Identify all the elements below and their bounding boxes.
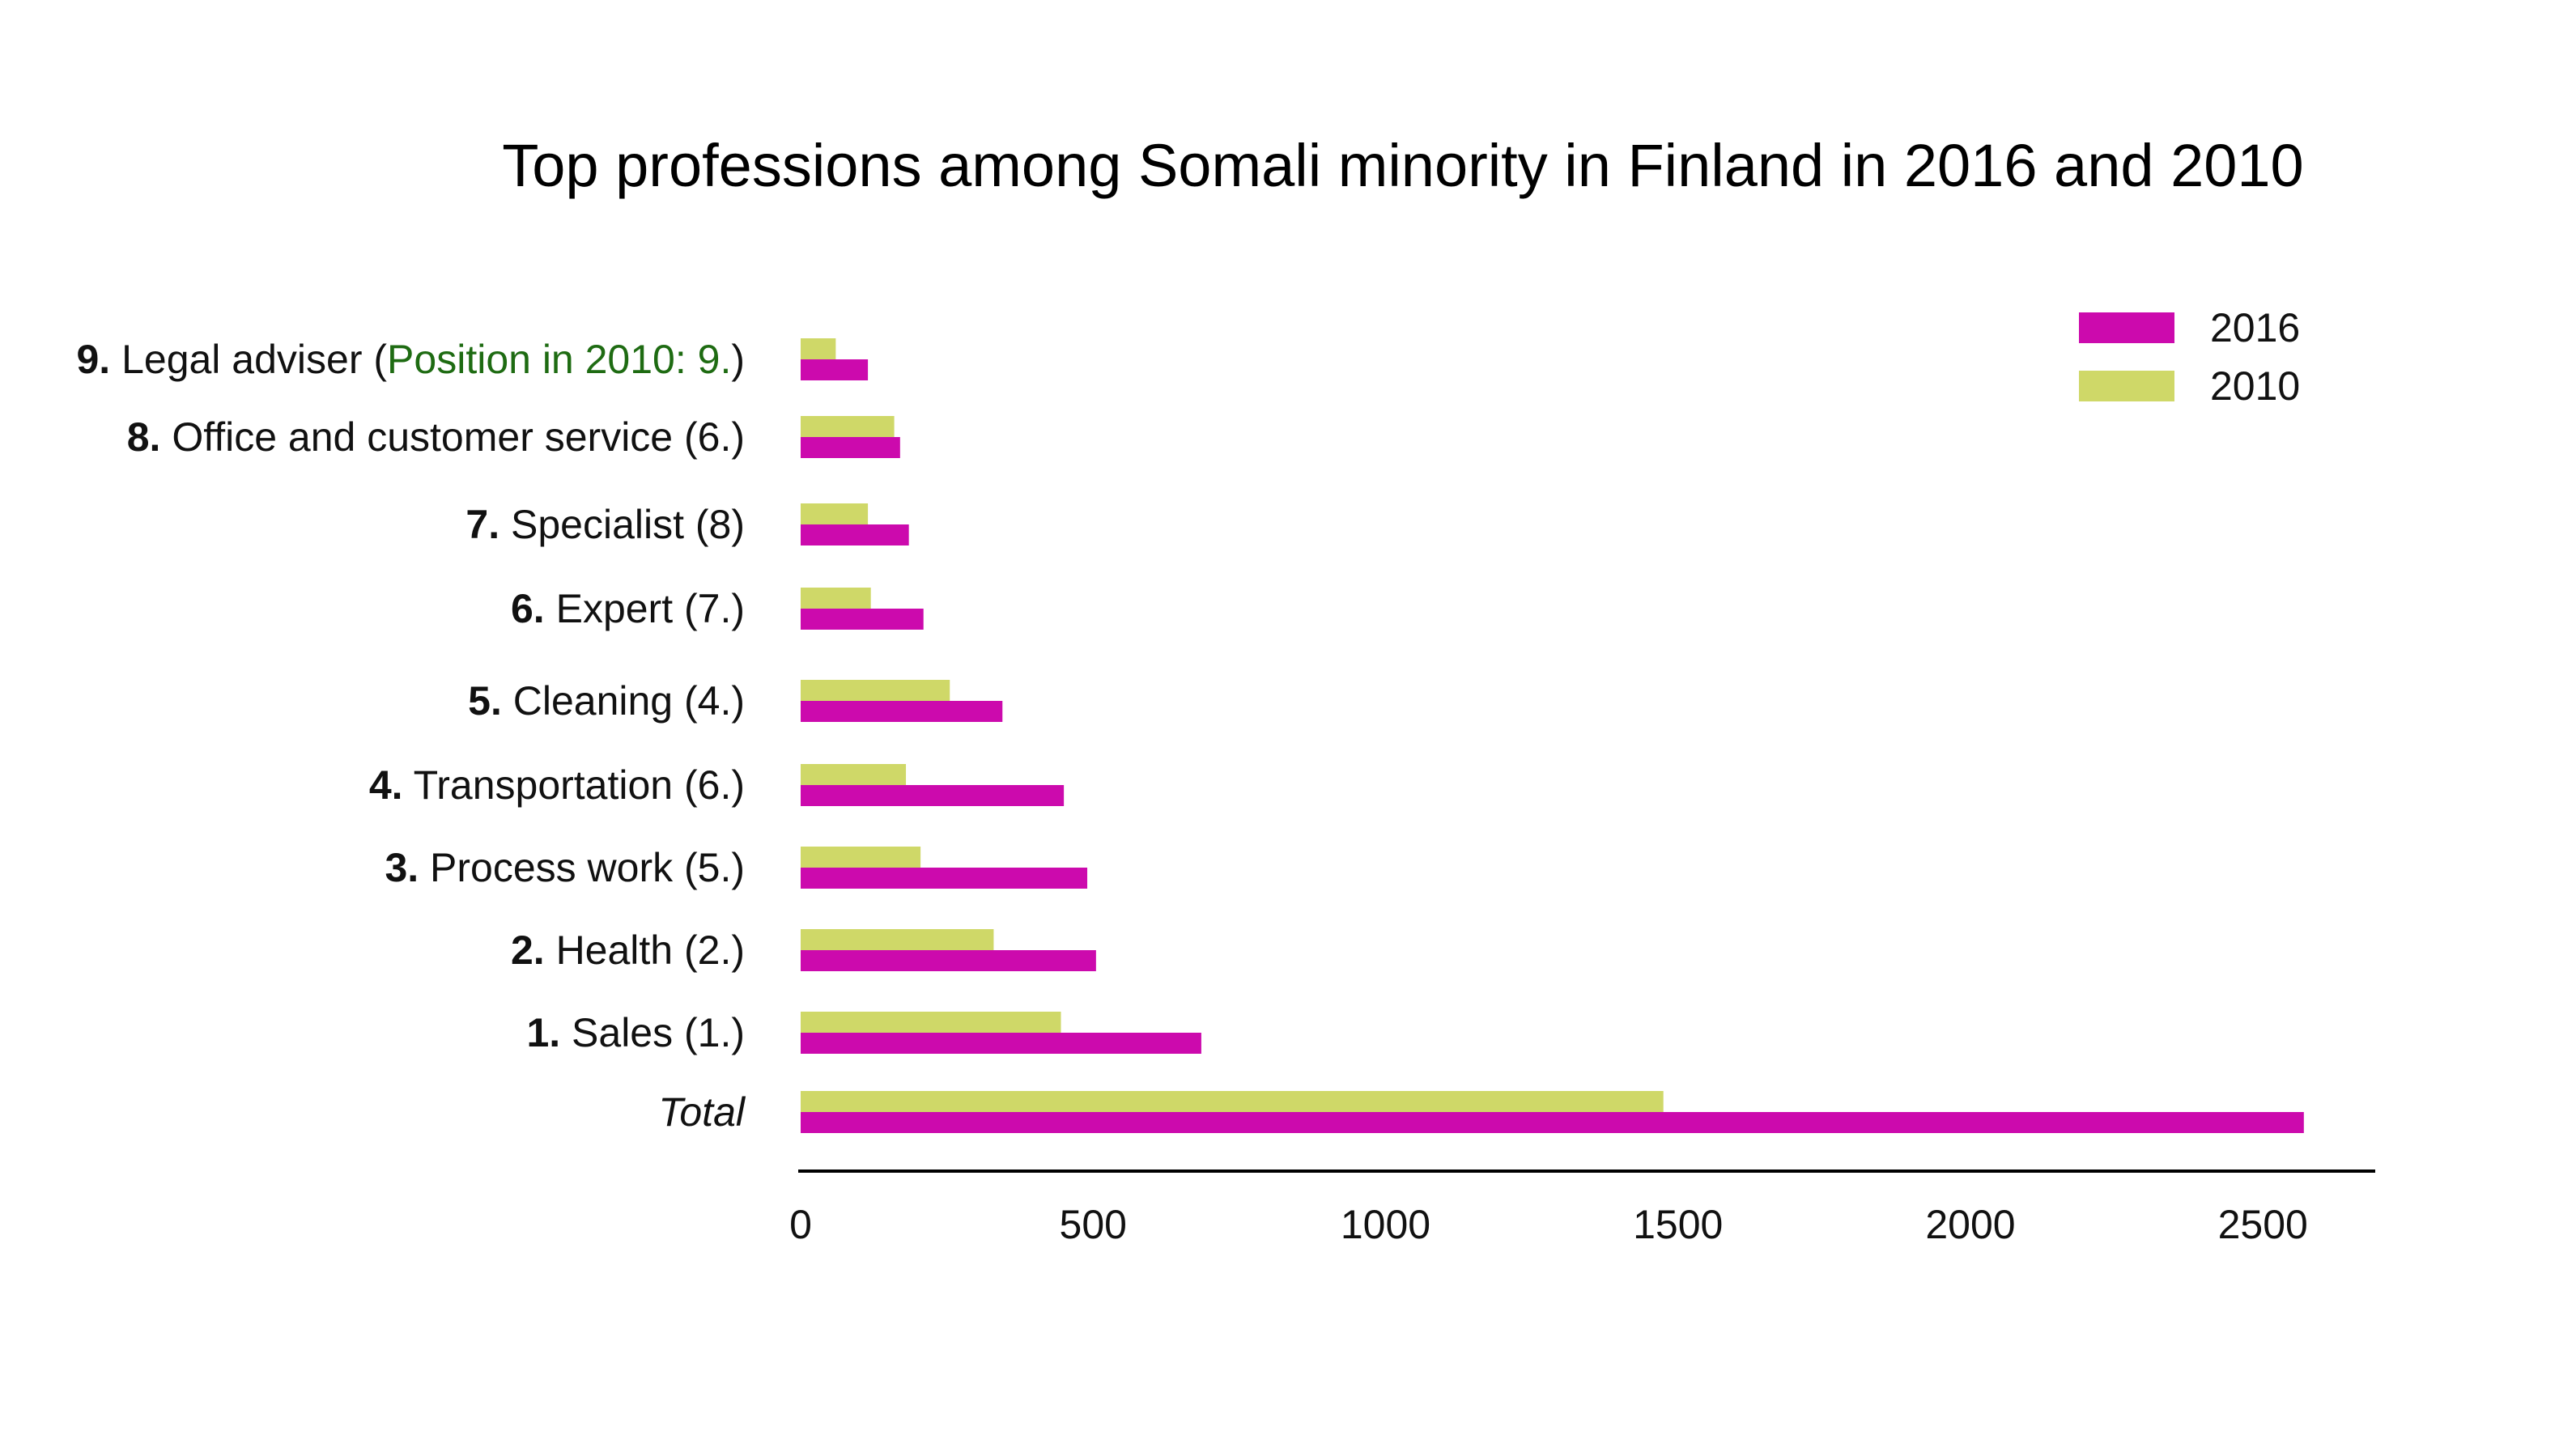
legend-swatch-2010: [2079, 371, 2174, 401]
bar-2016-4: [801, 609, 924, 630]
category-name: Office and customer service (6.): [160, 414, 745, 460]
chart-title: Top professions among Somali minority in…: [502, 132, 2303, 199]
category-rank: 8.: [127, 414, 161, 460]
legend-label-2016: 2016: [2210, 305, 2300, 350]
x-tick-label-1500: 1500: [1633, 1202, 1723, 1247]
category-rank: 1.: [526, 1010, 560, 1055]
category-name: Cleaning (4.): [502, 678, 745, 724]
category-name: Sales (1.): [560, 1010, 745, 1055]
legend-swatch-2016: [2079, 312, 2174, 343]
category-name: Total: [658, 1089, 746, 1135]
category-label-1: 9. Legal adviser (Position in 2010: 9.): [76, 337, 745, 382]
bar-2010-3: [801, 503, 869, 524]
category-label-10: Total: [658, 1089, 746, 1135]
bar-2010-8: [801, 929, 994, 950]
bar-2016-8: [801, 950, 1096, 971]
bars-layer: [801, 338, 2304, 1133]
category-name: Process work (5.): [419, 845, 745, 890]
category-rank: 3.: [385, 845, 419, 890]
category-rank: 7.: [465, 502, 499, 547]
category-label-9: 1. Sales (1.): [526, 1010, 745, 1055]
category-name: Legal adviser (: [110, 337, 387, 382]
category-name: Health (2.): [545, 928, 745, 973]
bar-2016-9: [801, 1033, 1201, 1054]
category-rank: 2.: [511, 928, 545, 973]
bar-2016-2: [801, 437, 900, 458]
category-rank: 9.: [76, 337, 110, 382]
category-rank: 5.: [468, 678, 502, 724]
bar-2016-6: [801, 785, 1065, 806]
bar-2016-1: [801, 359, 869, 380]
bar-2010-10: [801, 1091, 1664, 1112]
x-tick-label-500: 500: [1060, 1202, 1127, 1247]
bar-2016-10: [801, 1112, 2304, 1133]
category-label-8: 2. Health (2.): [511, 928, 745, 973]
category-rank: 4.: [369, 762, 403, 808]
bar-2010-6: [801, 764, 907, 785]
category-labels: 9. Legal adviser (Position in 2010: 9.) 8…: [76, 337, 746, 1135]
bar-2016-7: [801, 868, 1088, 889]
x-axis-ticks: 0 500 1000 1500 2000 2500: [789, 1202, 2308, 1247]
category-rank: 6.: [511, 586, 545, 631]
category-name: Expert (7.): [545, 586, 745, 631]
x-tick-label-1000: 1000: [1341, 1202, 1430, 1247]
category-name: Specialist (8): [499, 502, 745, 547]
x-tick-label-2000: 2000: [1925, 1202, 2015, 1247]
category-label-7: 3. Process work (5.): [385, 845, 745, 890]
x-tick-label-2500: 2500: [2218, 1202, 2308, 1247]
bar-2010-7: [801, 847, 921, 868]
category-label-5: 5. Cleaning (4.): [468, 678, 745, 724]
category-label-4: 6. Expert (7.): [511, 586, 745, 631]
category-suffix: ): [731, 337, 745, 382]
bar-2010-5: [801, 680, 950, 701]
legend: 2016 2010: [2079, 305, 2300, 409]
category-label-2: 8. Office and customer service (6.): [127, 414, 745, 460]
bar-2010-4: [801, 588, 871, 609]
bar-2010-2: [801, 416, 895, 437]
category-note: Position in 2010: 9.: [387, 337, 731, 382]
category-name: Transportation (6.): [403, 762, 745, 808]
bar-2010-1: [801, 338, 836, 359]
bar-2016-3: [801, 524, 909, 545]
legend-label-2010: 2010: [2210, 363, 2300, 409]
category-label-6: 4. Transportation (6.): [369, 762, 745, 808]
bar-2010-9: [801, 1012, 1061, 1033]
category-label-3: 7. Specialist (8): [465, 502, 745, 547]
x-tick-label-0: 0: [789, 1202, 812, 1247]
bar-2016-5: [801, 701, 1003, 722]
